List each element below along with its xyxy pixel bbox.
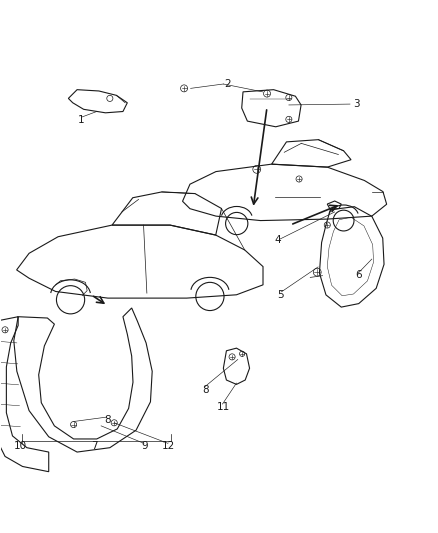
Text: 7: 7	[91, 441, 98, 451]
Text: 6: 6	[355, 270, 362, 280]
Text: 3: 3	[353, 99, 360, 109]
Text: 1: 1	[78, 115, 85, 125]
Text: 8: 8	[203, 385, 209, 394]
Text: 8: 8	[104, 415, 111, 425]
Text: 2: 2	[224, 79, 231, 89]
Text: 5: 5	[277, 290, 283, 300]
Text: 11: 11	[217, 402, 230, 412]
Text: 4: 4	[275, 235, 281, 245]
Text: 12: 12	[162, 441, 175, 451]
Text: 9: 9	[141, 441, 148, 451]
Text: 10: 10	[14, 441, 27, 451]
